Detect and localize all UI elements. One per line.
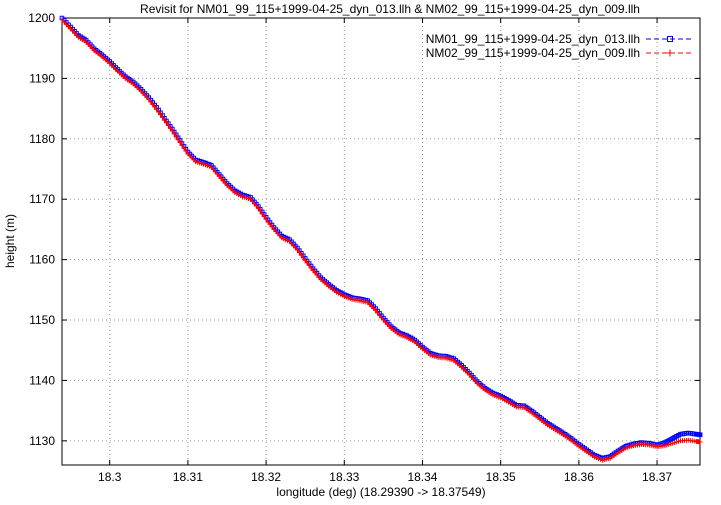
y-axis-label: height (m)	[3, 214, 17, 268]
x-tick-label: 18.31	[173, 470, 203, 484]
series-markers	[59, 15, 703, 461]
y-tick-labels: 1130 1140 1150 1160 1170 1180 1190 1200	[28, 11, 55, 448]
legend-label-nm01: NM01_99_115+1999-04-25_dyn_013.llh	[426, 32, 640, 46]
y-tick-label: 1150	[29, 313, 55, 327]
x-tick-label: 18.33	[329, 470, 359, 484]
plot-border	[61, 17, 701, 466]
x-tick-label: 18.3	[98, 470, 122, 484]
chart-title: Revisit for NM01_99_115+1999-04-25_dyn_0…	[140, 2, 640, 16]
x-tick-label: 18.32	[251, 470, 281, 484]
series-nm01	[59, 15, 703, 461]
grid-lines	[62, 17, 700, 465]
x-axis-label: longitude (deg) (18.29390 -> 18.37549)	[276, 485, 485, 499]
y-tick-label: 1200	[28, 11, 55, 25]
y-tick-label: 1190	[29, 71, 55, 85]
legend-label-nm02: NM02_99_115+1999-04-25_dyn_009.llh	[426, 46, 640, 60]
y-tick-label: 1180	[29, 132, 55, 146]
series-line	[61, 17, 701, 459]
series-nm02	[59, 17, 703, 463]
x-tick-label: 18.37	[642, 470, 672, 484]
legend: NM01_99_115+1999-04-25_dyn_013.llh NM02_…	[426, 32, 694, 60]
y-tick-label: 1130	[29, 434, 55, 448]
x-tick-label: 18.34	[407, 470, 437, 484]
legend-sample-markers	[646, 36, 694, 57]
x-tick-label: 18.36	[564, 470, 594, 484]
legend-sample-nm01	[646, 36, 694, 42]
y-tick-label: 1170	[29, 192, 55, 206]
y-tick-label: 1140	[29, 373, 55, 387]
plot-render-layer: 18.3 18.31 18.32 18.33 18.34 18.35 18.36 18.371…	[28, 11, 703, 484]
y-tick-label: 1160	[29, 253, 55, 267]
series-line	[61, 19, 701, 461]
axis-ticks	[62, 17, 700, 465]
x-tick-label: 18.35	[486, 470, 516, 484]
x-tick-labels: 18.3 18.31 18.32 18.33 18.34 18.35 18.36 18.37	[98, 470, 672, 484]
series-markers	[59, 17, 703, 463]
legend-sample-nm02	[646, 49, 694, 57]
